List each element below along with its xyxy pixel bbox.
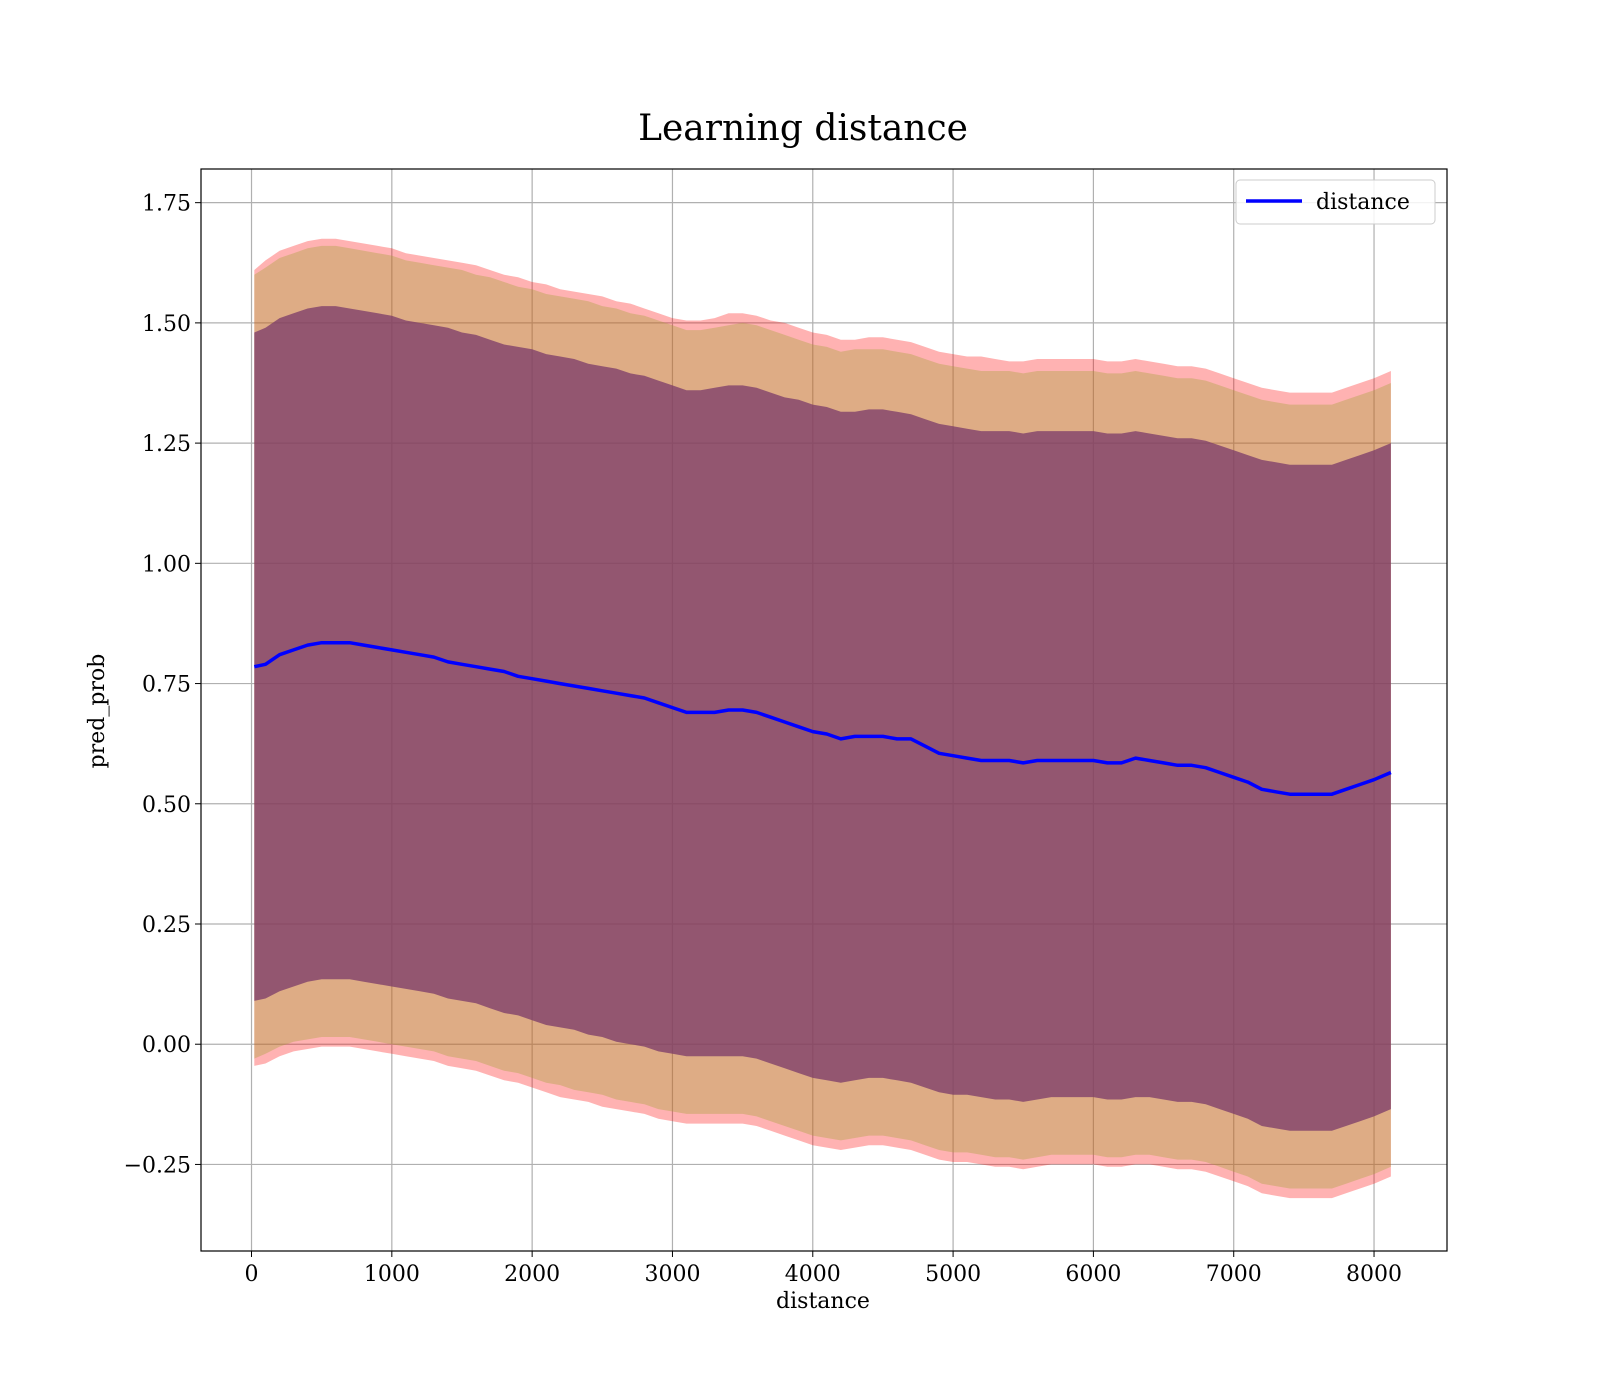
y-tick-label: −0.25 [124,1153,191,1178]
legend-box [1235,179,1436,225]
x-axis-label: distance [776,1289,870,1314]
y-tick-label: 1.00 [142,552,191,577]
x-tick-label: 7000 [1206,1262,1262,1287]
y-tick-label: 0.00 [142,1033,191,1058]
legend-label-distance: distance [1316,190,1410,215]
y-axis-label: pred_prob [85,654,110,769]
x-tick-label: 5000 [925,1262,981,1287]
plot-area: 0 1000 2000 3000 4000 5000 6000 7000 8000 −0.25 0.… [124,168,1448,1287]
x-tick-label: 4000 [785,1262,841,1287]
x-tick-label: 3000 [644,1262,700,1287]
band-inner [254,306,1391,1131]
y-tick-label: 0.75 [142,673,191,698]
y-tick-label: 0.25 [142,913,191,938]
chart-title: Learning distance [638,108,968,149]
series-line-distance [253,640,1392,796]
x-tick-label: 2000 [504,1262,560,1287]
x-tick-label: 1000 [364,1262,420,1287]
x-tick-label: 0 [245,1262,259,1287]
plot-frame [200,168,1448,1252]
x-tick-label: 8000 [1346,1262,1402,1287]
x-tick-label: 6000 [1065,1262,1121,1287]
y-tick-label: 0.50 [142,793,191,818]
y-tick-label: 1.25 [142,432,191,457]
y-tick-label: 1.50 [142,312,191,337]
y-tick-label: 1.75 [142,192,191,217]
